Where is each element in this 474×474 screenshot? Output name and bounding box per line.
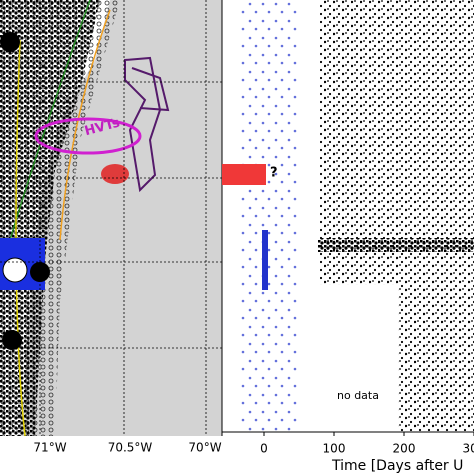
data-gap	[320, 285, 398, 432]
graticule	[0, 0, 222, 436]
contour	[9, 0, 91, 241]
x-axis-label: Time [Days after U	[331, 458, 463, 474]
polygon	[124, 56, 170, 193]
x-tick-label: 100	[323, 442, 346, 456]
annotation: ?	[270, 166, 278, 181]
x-tick-label: 200	[393, 442, 416, 456]
map-tick-label: 71°W	[33, 441, 66, 455]
x-tick-label: 0	[260, 442, 268, 456]
beachball	[2, 257, 28, 283]
contour	[59, 9, 111, 241]
map-tick-label: 70°W	[188, 441, 221, 455]
red-marker	[222, 164, 266, 185]
events-band	[318, 238, 474, 252]
blue-cluster	[262, 230, 268, 290]
map: HVTs 71°W 70.5°W 70°W	[0, 0, 223, 455]
beachball	[2, 330, 22, 350]
annotation: no data	[337, 389, 379, 402]
x-tick-label: 300	[463, 442, 474, 456]
beachball	[0, 32, 20, 52]
blue-events	[240, 0, 300, 432]
seismicity-dense	[0, 0, 100, 436]
map-tick-label: 70.5°W	[108, 441, 153, 455]
hvts-ellipse	[34, 117, 142, 155]
red-region	[101, 164, 129, 184]
events	[222, 0, 474, 432]
